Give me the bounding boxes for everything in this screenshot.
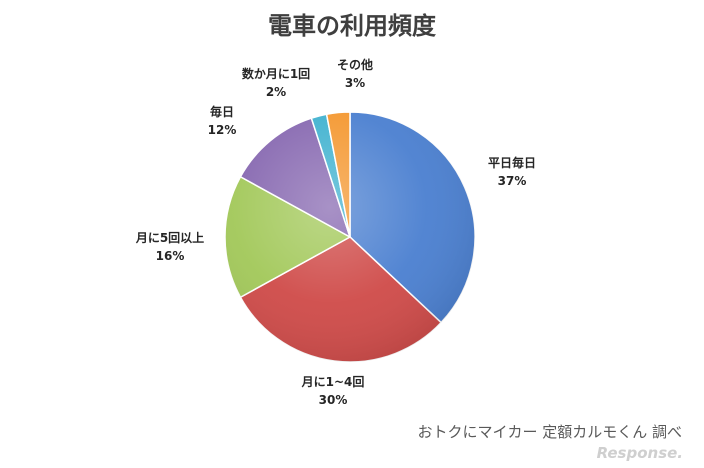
slice-category-label: 毎日 <box>210 104 234 119</box>
slice-category-label: 月に5回以上 <box>135 230 204 245</box>
slice-value-label: 37% <box>498 174 527 188</box>
slice-category-label: 平日毎日 <box>488 155 536 170</box>
slice-value-label: 16% <box>156 249 185 263</box>
response-watermark: Response. <box>597 444 683 462</box>
slice-value-label: 2% <box>266 85 286 99</box>
source-note: おトクにマイカー 定額カルモくん 調べ <box>417 423 682 441</box>
slice-value-label: 30% <box>319 393 348 407</box>
pie-slices <box>224 111 476 363</box>
slice-category-label: 数か月に1回 <box>242 66 310 81</box>
slice-category-label: 月に1~4回 <box>301 375 365 389</box>
slice-value-label: 12% <box>208 123 237 137</box>
chart-title: 電車の利用頻度 <box>268 12 437 40</box>
slice-value-label: 3% <box>345 76 365 90</box>
slice-category-label: その他 <box>337 57 373 72</box>
slice-labels: 平日毎日 37% 月に1~4回 30% 月に5回以上 16% 毎日 12% 数か月に1回 2% その… <box>135 57 536 407</box>
